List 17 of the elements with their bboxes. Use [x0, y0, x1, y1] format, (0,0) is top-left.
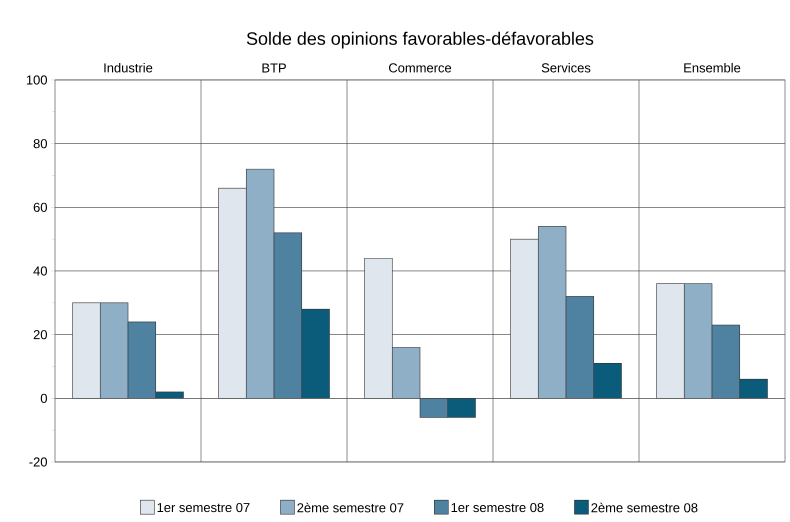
y-tick-label: -20: [29, 457, 47, 467]
y-tick-label: 40: [33, 266, 47, 276]
x-tick-label: Ensemble: [684, 62, 740, 72]
chart-title: Solde des opinions favorables-défavorables: [246, 32, 594, 48]
x-tick-label: Industrie: [104, 62, 152, 72]
x-tick-label: Commerce: [389, 63, 452, 72]
legend-label: 1er semestre 08: [452, 502, 544, 512]
legend-label: 2ème semestre 08: [591, 502, 698, 512]
legend-label: 1er semestre 07: [158, 502, 250, 512]
y-tick-label: 0: [40, 394, 47, 403]
legend-label: 2ème semestre 07: [297, 502, 404, 512]
y-tick-label: 100: [26, 75, 47, 85]
x-tick-label: BTP: [262, 64, 286, 72]
y-tick-label: 80: [34, 139, 47, 148]
y-tick-label: 20: [34, 330, 47, 340]
x-tick-label: Services: [542, 62, 590, 72]
y-tick-label: 60: [34, 202, 47, 212]
